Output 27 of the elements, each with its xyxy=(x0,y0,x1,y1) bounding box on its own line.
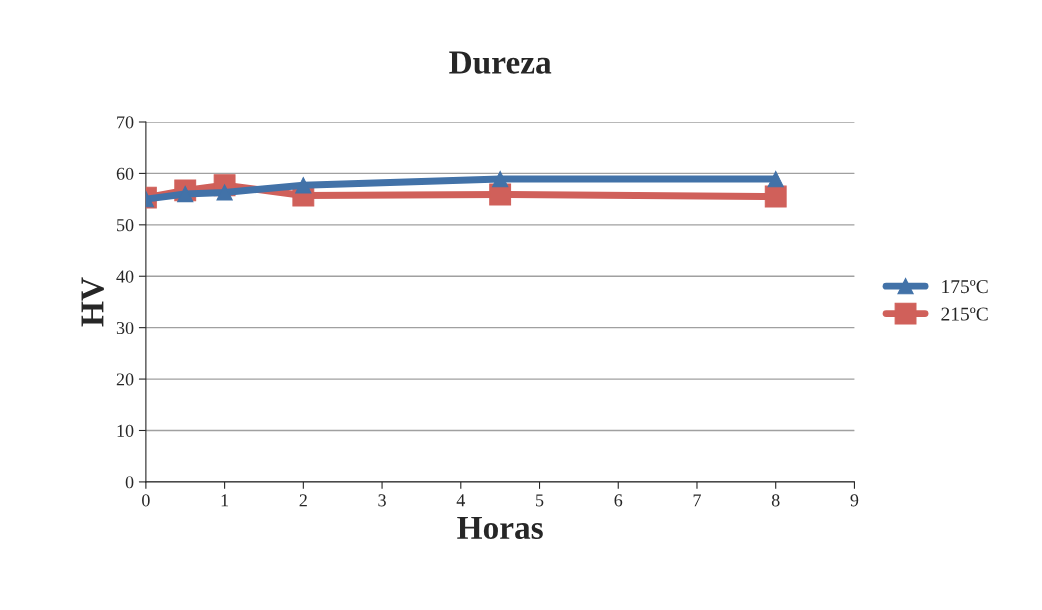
y-tick-label: 30 xyxy=(116,321,134,335)
x-tick-label: 0 xyxy=(142,494,150,507)
point xyxy=(295,177,312,194)
y-axis-title: HV xyxy=(81,277,104,327)
y-tick-label: 60 xyxy=(116,167,134,180)
x-tick-label: 3 xyxy=(378,494,386,507)
legend-label: 175ºC xyxy=(942,280,988,294)
x-tick-label: 7 xyxy=(693,494,701,507)
x-tick-label: 8 xyxy=(771,494,780,507)
y-tick-label: 20 xyxy=(116,373,134,386)
x-tick-label: 1 xyxy=(221,494,229,507)
point xyxy=(764,185,787,208)
y-tick-label: 40 xyxy=(116,270,134,283)
y-tick-label: 70 xyxy=(117,116,134,129)
y-tick-label: 10 xyxy=(117,424,134,437)
point xyxy=(492,170,509,188)
chart-title: Dureza xyxy=(449,51,552,74)
x-tick-label: 5 xyxy=(536,494,544,507)
x-axis-title: Horas xyxy=(457,516,543,540)
y-tick-label: 50 xyxy=(117,219,134,232)
x-tick-label: 6 xyxy=(614,494,623,507)
point xyxy=(767,170,784,188)
y-tick-label: 0 xyxy=(125,476,134,489)
x-tick-label: 2 xyxy=(299,494,307,507)
legend-label: 215ºC xyxy=(941,307,988,321)
x-tick-label: 4 xyxy=(456,494,466,507)
x-tick-label: 9 xyxy=(850,494,859,507)
